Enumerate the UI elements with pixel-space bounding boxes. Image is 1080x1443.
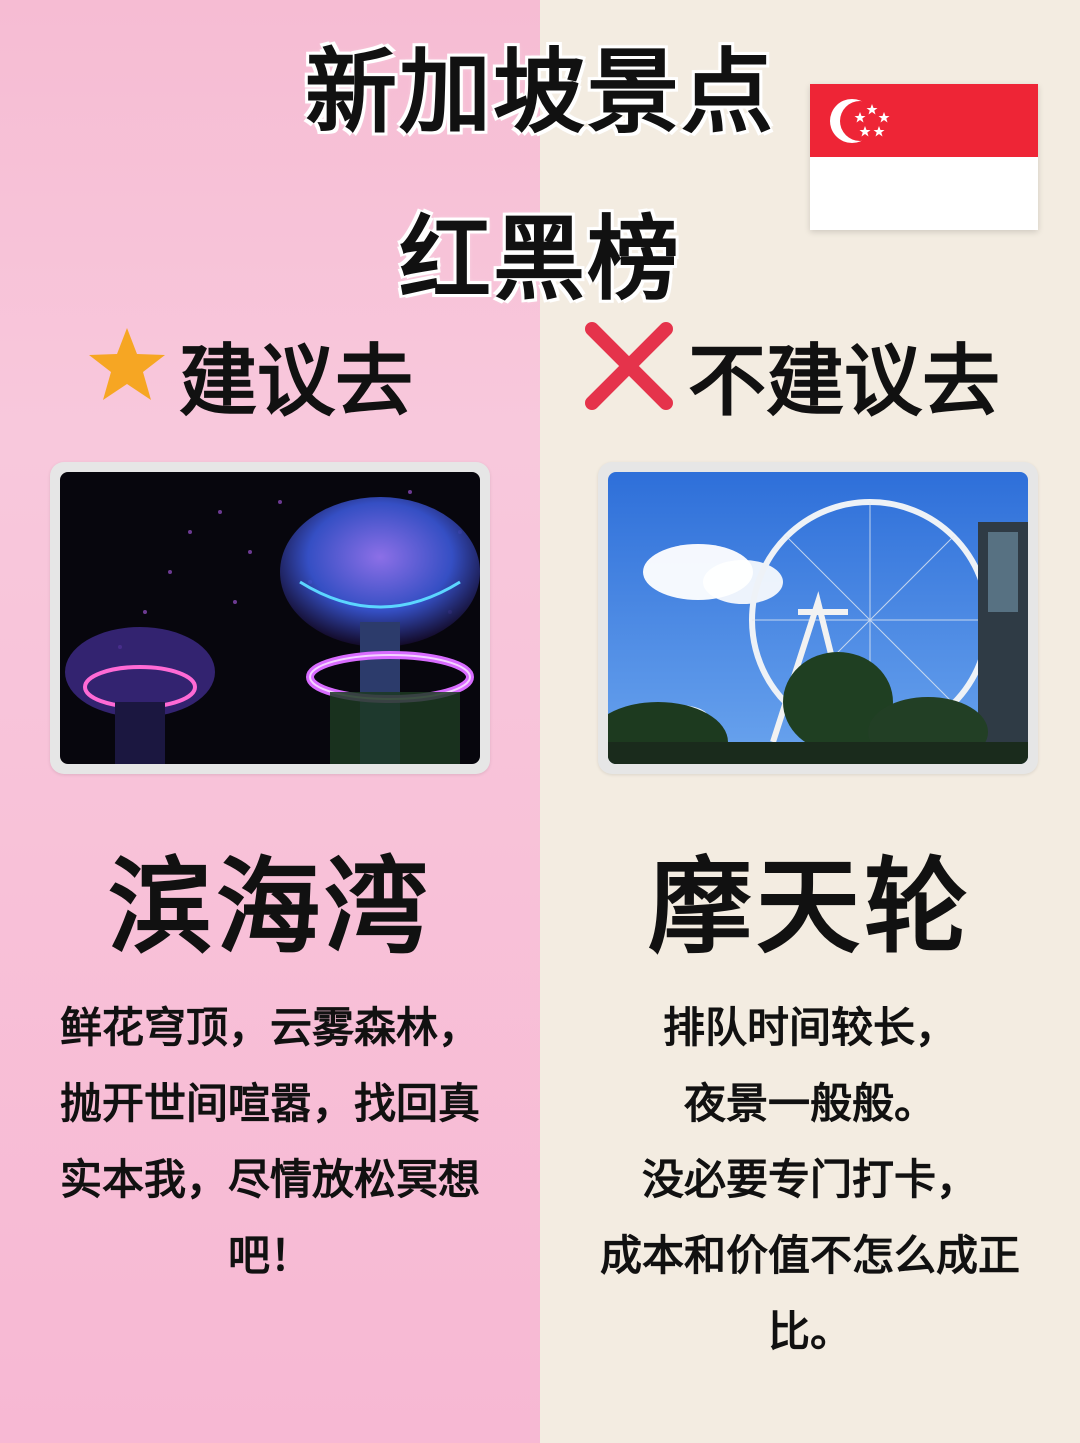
page-title: 新加坡景点 <box>304 39 775 146</box>
description-line: 实本我，尽情放松冥想 <box>59 1155 480 1204</box>
description-line: 抛开世间喧嚣，找回真 <box>59 1079 480 1128</box>
not-recommended-place-name: 摩天轮 <box>647 846 972 968</box>
marina-bay-photo <box>50 462 490 774</box>
recommended-description: 鲜花穹顶，云雾森林， 抛开世间喧嚣，找回真 实本我，尽情放松冥想 吧！ <box>15 990 525 1294</box>
description-line: 没必要专门打卡， <box>641 1155 978 1204</box>
description-line: 排队时间较长， <box>662 1003 957 1052</box>
description-line: 夜景一般般。 <box>683 1079 936 1128</box>
recommend-heading: 建议去 <box>85 324 413 427</box>
not-recommended-description: 排队时间较长， 夜景一般般。 没必要专门打卡， 成本和价值不怎么成正 比。 <box>555 990 1065 1370</box>
recommend-heading-label: 建议去 <box>179 337 414 427</box>
star-icon <box>85 324 169 427</box>
description-line: 成本和价值不怎么成正 <box>599 1231 1020 1280</box>
singapore-flag-icon <box>810 84 1038 230</box>
not-recommend-heading: 不建议去 <box>580 321 1000 427</box>
page-subtitle: 红黑榜 <box>398 206 681 313</box>
description-line: 鲜花穹顶，云雾森林， <box>59 1003 480 1052</box>
description-line: 比。 <box>767 1307 852 1356</box>
description-line: 吧！ <box>227 1231 312 1280</box>
recommended-place-name: 滨海湾 <box>107 846 432 968</box>
singapore-flyer-photo <box>598 462 1038 774</box>
cross-icon <box>580 317 678 434</box>
not-recommend-heading-label: 不建议去 <box>688 337 1001 427</box>
